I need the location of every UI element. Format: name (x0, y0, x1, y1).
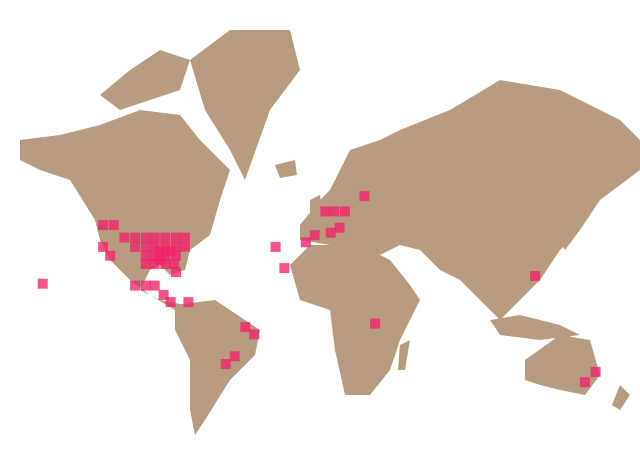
map-marker-cell[interactable] (160, 241, 171, 252)
map-marker-cell[interactable] (359, 191, 370, 202)
map-marker-cell[interactable] (130, 241, 141, 252)
indonesia (490, 315, 580, 340)
scandinavia (330, 140, 380, 200)
map-marker-cell[interactable] (270, 241, 281, 252)
map-marker-cell[interactable] (149, 259, 160, 269)
map-marker-cell[interactable] (590, 366, 601, 377)
map-marker-cell[interactable] (179, 232, 190, 243)
united-kingdom (310, 195, 322, 218)
map-marker-cell[interactable] (149, 280, 160, 291)
map-marker-cell[interactable] (108, 220, 119, 231)
map-marker-cell[interactable] (140, 259, 151, 269)
map-marker-cell[interactable] (325, 227, 336, 238)
map-marker-cell[interactable] (579, 377, 590, 388)
map-marker-cell[interactable] (140, 241, 151, 252)
map-marker-cell[interactable] (530, 271, 541, 281)
map-marker-cell[interactable] (149, 250, 160, 261)
map-marker-cell[interactable] (279, 263, 290, 274)
map-marker-cell[interactable] (160, 250, 171, 261)
north-america (20, 110, 230, 310)
map-marker-cell[interactable] (183, 297, 194, 308)
map-marker-cell[interactable] (130, 232, 141, 243)
map-marker-cell[interactable] (179, 241, 190, 252)
map-marker-cell[interactable] (171, 250, 181, 261)
map-marker-cell[interactable] (98, 241, 109, 252)
map-marker-cell[interactable] (140, 250, 151, 261)
map-marker-cell[interactable] (171, 241, 181, 252)
map-marker-cell[interactable] (169, 259, 180, 269)
map-marker-cell[interactable] (249, 329, 260, 340)
map-marker-cell[interactable] (165, 297, 176, 308)
map-marker-cell[interactable] (240, 322, 251, 333)
new-zealand (612, 385, 630, 410)
map-marker-cell[interactable] (119, 232, 130, 243)
map-marker-cell[interactable] (160, 259, 171, 269)
madagascar (398, 340, 410, 370)
map-marker-cell[interactable] (339, 206, 350, 217)
map-marker-cell[interactable] (149, 241, 160, 252)
map-marker-cell[interactable] (155, 246, 165, 257)
africa (290, 245, 420, 395)
iceland (275, 160, 297, 178)
map-marker-cell[interactable] (171, 232, 181, 243)
map-marker-cell[interactable] (140, 280, 151, 291)
map-marker-cell[interactable] (334, 222, 345, 233)
map-marker-cell[interactable] (220, 359, 231, 369)
map-marker-cell[interactable] (171, 267, 181, 278)
greenland (190, 30, 300, 180)
eurasia (300, 80, 640, 320)
map-marker-cell[interactable] (370, 318, 381, 329)
map-marker-cell[interactable] (160, 232, 171, 243)
map-marker-cell[interactable] (155, 254, 165, 265)
canadian-islands (100, 50, 190, 110)
marker-layer (37, 191, 601, 388)
map-marker-cell[interactable] (229, 351, 240, 362)
map-marker-cell[interactable] (309, 230, 320, 241)
map-marker-cell[interactable] (300, 237, 311, 248)
map-marker-cell[interactable] (130, 280, 141, 291)
map-marker-cell[interactable] (140, 232, 151, 243)
south-america (175, 300, 260, 435)
japan (558, 210, 580, 250)
map-marker-cell[interactable] (165, 246, 176, 257)
map-marker-cell[interactable] (320, 206, 331, 217)
map-marker-cell[interactable] (105, 250, 116, 261)
map-marker-cell[interactable] (37, 278, 48, 289)
map-marker-cell[interactable] (98, 220, 109, 231)
map-marker-cell[interactable] (149, 232, 160, 243)
map-marker-cell[interactable] (158, 289, 169, 300)
map-marker-cell[interactable] (329, 206, 340, 217)
